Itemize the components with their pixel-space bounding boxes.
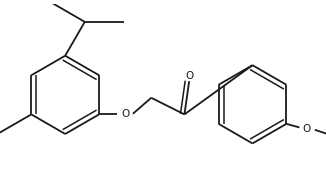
Text: O: O — [121, 109, 129, 119]
Text: O: O — [185, 71, 193, 81]
Text: O: O — [303, 124, 311, 134]
